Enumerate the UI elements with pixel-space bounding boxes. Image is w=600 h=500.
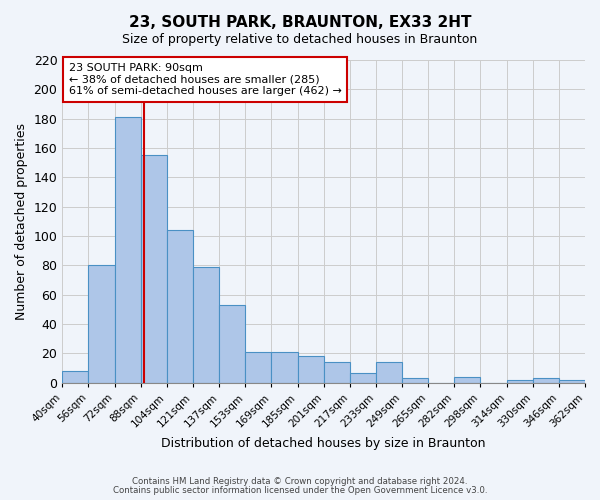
Bar (219, 305, 245, 383)
Text: Size of property relative to detached houses in Braunton: Size of property relative to detached ho… (122, 32, 478, 46)
Bar (167, 230, 193, 383)
X-axis label: Distribution of detached houses by size in Braunton: Distribution of detached houses by size … (161, 437, 486, 450)
Bar (323, 362, 350, 383)
Bar (245, 352, 271, 383)
Bar (62, 371, 88, 383)
Bar (402, 378, 428, 383)
Bar (454, 377, 481, 383)
Bar (115, 117, 140, 383)
Bar (533, 378, 559, 383)
Bar (506, 380, 533, 383)
Bar (140, 156, 167, 383)
Text: Contains public sector information licensed under the Open Government Licence v3: Contains public sector information licen… (113, 486, 487, 495)
Bar (298, 356, 323, 383)
Bar (376, 362, 402, 383)
Text: Contains HM Land Registry data © Crown copyright and database right 2024.: Contains HM Land Registry data © Crown c… (132, 477, 468, 486)
Bar (271, 352, 298, 383)
Y-axis label: Number of detached properties: Number of detached properties (15, 123, 28, 320)
Bar (350, 372, 376, 383)
Text: 23, SOUTH PARK, BRAUNTON, EX33 2HT: 23, SOUTH PARK, BRAUNTON, EX33 2HT (129, 15, 471, 30)
Bar (559, 380, 585, 383)
Bar (193, 267, 219, 383)
Text: 23 SOUTH PARK: 90sqm
← 38% of detached houses are smaller (285)
61% of semi-deta: 23 SOUTH PARK: 90sqm ← 38% of detached h… (69, 63, 342, 96)
Bar (88, 266, 115, 383)
